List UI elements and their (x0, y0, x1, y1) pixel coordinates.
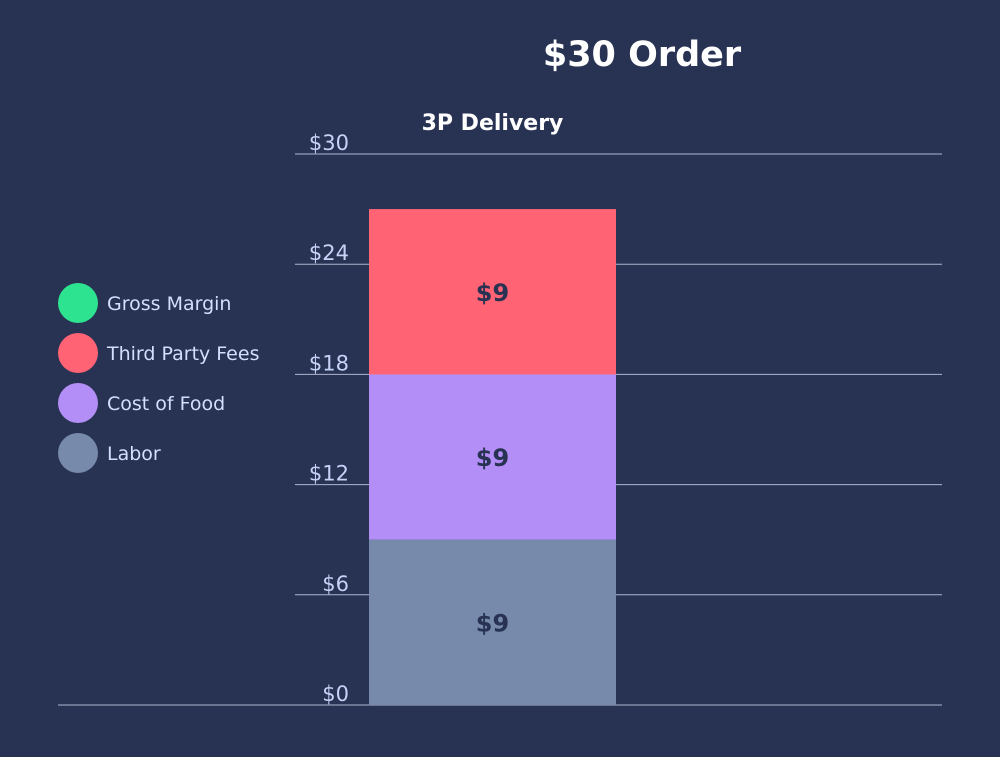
y-tick-label: $6 (322, 572, 349, 596)
y-tick-label: $0 (322, 682, 349, 706)
legend-swatch (58, 383, 98, 423)
bar-value-label: $9 (476, 279, 509, 307)
legend-label: Gross Margin (107, 293, 231, 315)
legend-swatch (58, 333, 98, 373)
bar-value-label: $9 (476, 609, 509, 637)
legend-label: Third Party Fees (106, 343, 259, 365)
chart-title: $30 Order (543, 35, 742, 75)
legend: Gross Margin Third Party Fees Cost of Food… (58, 283, 259, 473)
bar-segment (369, 539, 616, 705)
bar-segment (369, 374, 616, 540)
category-labels: 3P Delivery (422, 111, 564, 136)
legend-label: Labor (107, 443, 161, 465)
bar-value-labels: $9 $9 $9 (476, 279, 509, 638)
legend-label: Cost of Food (107, 393, 225, 415)
bar-segments (369, 209, 616, 705)
category-label: 3P Delivery (422, 111, 564, 136)
y-tick-label: $24 (309, 241, 349, 265)
y-axis-ticks: $0 $6 $12 $18 $24 $30 (309, 131, 349, 706)
bar-value-label: $9 (476, 444, 509, 472)
y-tick-label: $18 (309, 351, 349, 375)
legend-swatch (58, 433, 98, 473)
y-tick-label: $12 (309, 462, 349, 486)
bar-segment (369, 209, 616, 375)
legend-swatch (58, 283, 98, 323)
y-tick-label: $30 (309, 131, 349, 155)
